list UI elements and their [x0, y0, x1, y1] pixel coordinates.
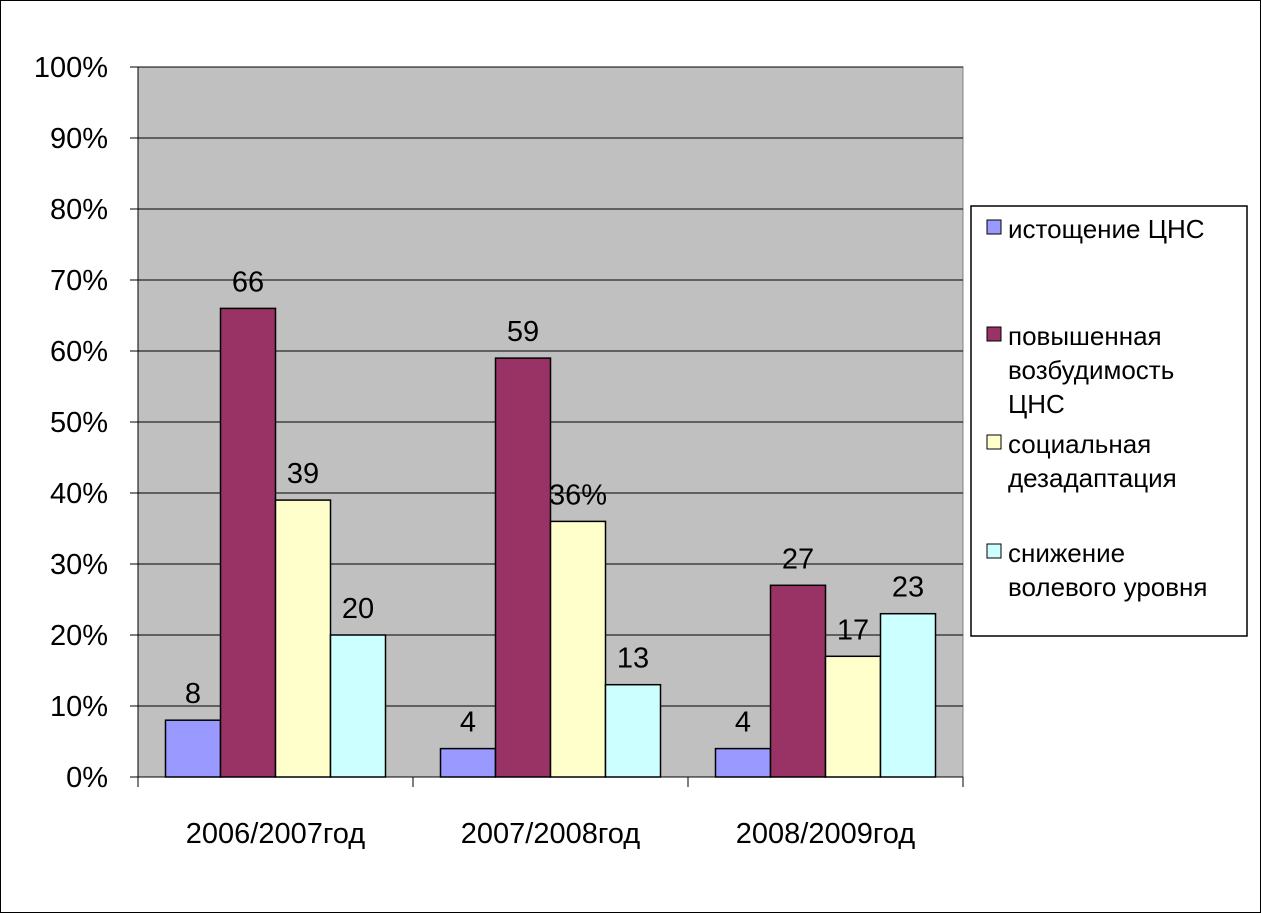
legend-label: ЦНС [1008, 389, 1065, 419]
bar [879, 612, 937, 778]
x-tick-label: 2008/2009год [736, 818, 916, 850]
x-tick-label: 2007/2008год [461, 818, 641, 850]
legend-label: дезадаптация [1008, 463, 1177, 493]
data-label: 36% [549, 479, 607, 511]
data-label: 23 [892, 572, 924, 604]
legend-label: снижение [1008, 538, 1125, 568]
bar [219, 307, 277, 778]
bar [494, 357, 552, 778]
y-tick-label: 90% [50, 123, 108, 155]
y-tick-label: 100% [34, 52, 108, 84]
y-tick-label: 10% [50, 691, 108, 723]
bar [164, 719, 222, 778]
data-label: 13 [617, 643, 649, 675]
bar [549, 520, 607, 778]
legend-swatch [986, 434, 1002, 450]
x-tick-label: 2006/2007год [186, 818, 366, 850]
data-label: 4 [735, 707, 751, 739]
y-tick-label: 30% [50, 549, 108, 581]
bar [329, 634, 387, 778]
data-label: 17 [837, 614, 869, 646]
legend-swatch [986, 543, 1002, 559]
data-label: 39 [287, 458, 319, 490]
bar [604, 683, 662, 778]
legend-label: социальная [1008, 429, 1151, 459]
bar [439, 747, 497, 778]
data-label: 4 [460, 707, 476, 739]
legend-label: истощение ЦНС [1008, 214, 1205, 244]
bar [274, 499, 332, 778]
data-label: 8 [185, 678, 201, 710]
legend-label: возбудимость [1008, 355, 1174, 385]
y-tick-label: 20% [50, 620, 108, 652]
y-tick-label: 0% [66, 762, 108, 794]
data-label: 66 [232, 266, 264, 298]
legend-swatch [986, 219, 1002, 235]
y-tick-label: 50% [50, 407, 108, 439]
legend-label: волевого уровня [1008, 572, 1208, 602]
data-label: 59 [507, 316, 539, 348]
y-tick-label: 60% [50, 336, 108, 368]
bar [769, 584, 827, 778]
legend-swatch [986, 326, 1002, 342]
legend-box [970, 205, 1248, 637]
data-label: 20 [342, 593, 374, 625]
y-tick-label: 70% [50, 265, 108, 297]
y-tick-label: 80% [50, 194, 108, 226]
bar [714, 747, 772, 778]
data-label: 27 [782, 543, 814, 575]
y-tick-label: 40% [50, 478, 108, 510]
legend-label: повышенная [1008, 321, 1162, 351]
bar [824, 655, 882, 778]
